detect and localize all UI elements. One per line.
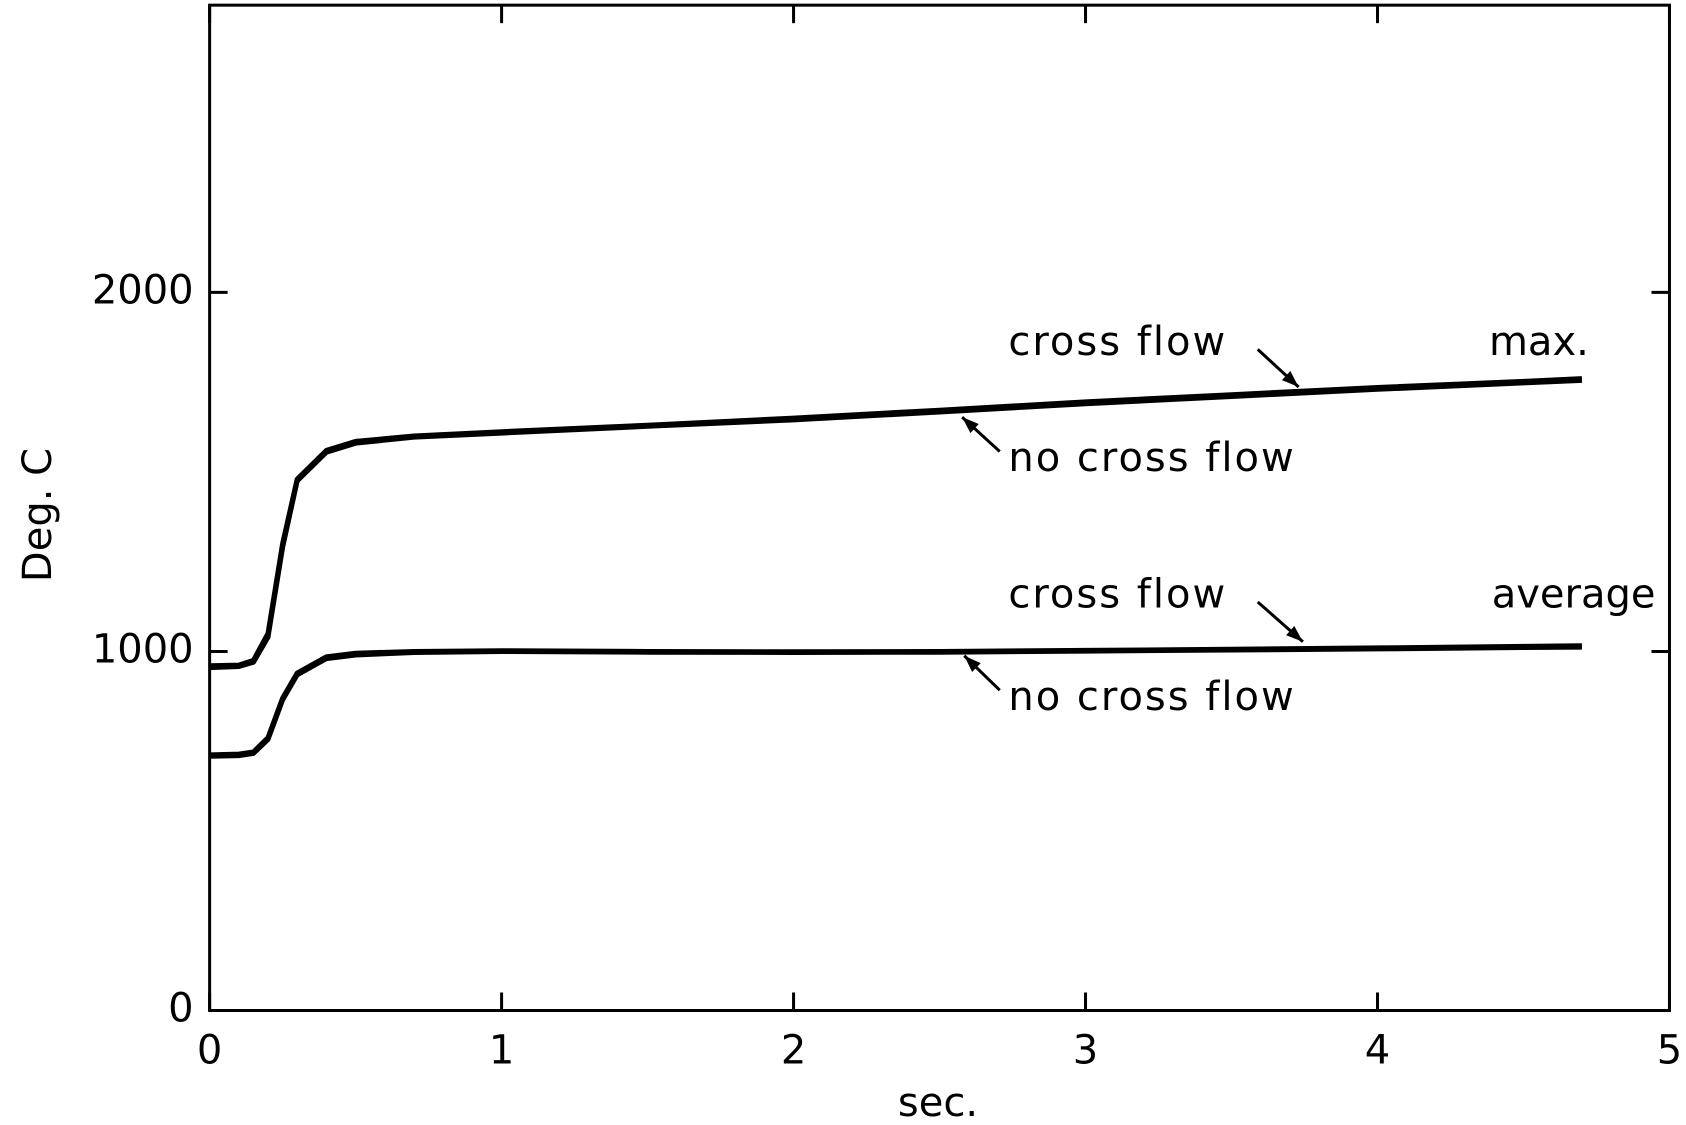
arrow-head [1286, 625, 1303, 642]
arrow-head [1281, 371, 1299, 387]
x-tick-label: 4 [1365, 1028, 1390, 1074]
line [209, 644, 1582, 759]
line [209, 377, 1583, 671]
arrow-head [964, 655, 981, 672]
x-tick-label: 3 [1073, 1028, 1098, 1074]
y-tick-label: 0 [168, 986, 193, 1032]
annotation: max. [1489, 319, 1589, 365]
arrow-head [962, 417, 979, 434]
series-label: no cross flow [1008, 435, 1295, 481]
y-tick-label: 1000 [92, 626, 194, 672]
x-tick-label: 2 [781, 1028, 806, 1074]
line [209, 376, 1583, 669]
x-tick-label: 1 [489, 1028, 514, 1074]
y-tick-label: 2000 [92, 267, 194, 313]
y-axis-label: Deg. C [15, 448, 61, 582]
x-tick-label: 0 [197, 1028, 222, 1074]
line [209, 643, 1582, 758]
series-label: no cross flow [1008, 674, 1295, 720]
x-tick-label: 5 [1657, 1028, 1682, 1074]
series-label: cross flow [1008, 572, 1227, 618]
plot-frame [208, 3, 1671, 1013]
x-axis-label: sec. [898, 1080, 978, 1125]
series-label: cross flow [1008, 319, 1227, 365]
annotation: average [1492, 572, 1656, 618]
